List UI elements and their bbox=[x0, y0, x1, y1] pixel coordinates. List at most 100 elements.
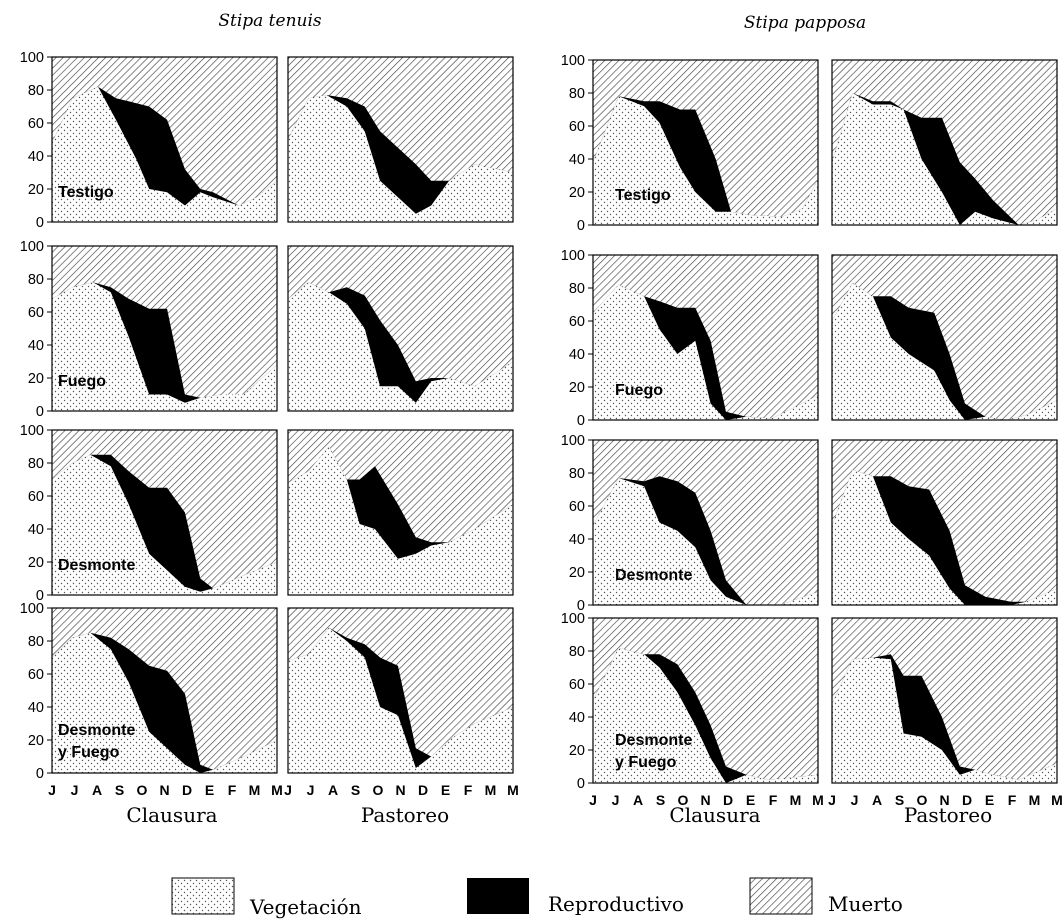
month-label: E bbox=[205, 782, 214, 798]
treatment-label: Testigo bbox=[58, 184, 114, 201]
panel-frame bbox=[831, 617, 1058, 784]
panel-frame bbox=[287, 245, 514, 412]
y-tick-label: 100 bbox=[20, 239, 44, 255]
month-label: J bbox=[307, 782, 315, 798]
panel-stipa-papposa-pastoreo-testigo bbox=[831, 59, 1058, 226]
panel-frame bbox=[51, 56, 278, 223]
y-tick-label: 60 bbox=[569, 677, 585, 693]
treatment-label: Desmonte bbox=[58, 722, 135, 739]
month-label: S bbox=[895, 792, 904, 808]
treatment-label: y Fuego bbox=[615, 754, 677, 771]
y-tick-label: 20 bbox=[569, 565, 585, 581]
y-tick-label: 0 bbox=[36, 215, 44, 231]
legend-label-muerto: Muerto bbox=[828, 892, 903, 916]
panel-frame bbox=[592, 254, 819, 421]
y-tick-label: 100 bbox=[20, 601, 44, 617]
column-label-pastoreo-left: Pastoreo bbox=[361, 803, 449, 827]
month-label: F bbox=[1008, 792, 1017, 808]
y-tick-label: 80 bbox=[569, 466, 585, 482]
area-vegetacion bbox=[593, 477, 818, 605]
month-label: N bbox=[159, 782, 169, 798]
panel-stipa-papposa-clausura-desmonte: 0 20 40 60 80 100 Desmonte bbox=[561, 433, 819, 614]
month-label: M bbox=[249, 782, 261, 798]
month-label: N bbox=[700, 792, 710, 808]
y-tick-label: 40 bbox=[569, 532, 585, 548]
month-label: S bbox=[115, 782, 124, 798]
species-title-left: Stipa tenuis bbox=[218, 11, 322, 31]
month-label: J bbox=[284, 782, 292, 798]
area-vegetacion bbox=[52, 86, 277, 222]
treatment-label: Fuego bbox=[615, 382, 663, 399]
month-label: D bbox=[723, 792, 733, 808]
month-label: A bbox=[328, 782, 338, 798]
y-tick-label: 80 bbox=[569, 281, 585, 297]
treatment-label: Desmonte bbox=[615, 567, 692, 584]
panel-frame bbox=[287, 56, 514, 223]
y-tick-label: 0 bbox=[577, 598, 585, 614]
month-label: O bbox=[678, 792, 689, 808]
y-tick-label: 40 bbox=[569, 710, 585, 726]
month-label: F bbox=[769, 792, 778, 808]
y-tick-label: 20 bbox=[28, 182, 44, 198]
month-label: F bbox=[228, 782, 237, 798]
panel-frame bbox=[287, 429, 514, 596]
column-label-clausura-left: Clausura bbox=[126, 803, 217, 827]
month-label: S bbox=[351, 782, 360, 798]
y-tick-label: 100 bbox=[561, 433, 585, 449]
month-label: D bbox=[962, 792, 972, 808]
legend-label-vegetacion: Vegetación bbox=[249, 895, 362, 919]
area-vegetacion bbox=[593, 96, 818, 225]
month-label: D bbox=[418, 782, 428, 798]
y-tick-label: 100 bbox=[561, 248, 585, 264]
y-tick-label: 20 bbox=[569, 743, 585, 759]
panel-stipa-tenuis-clausura-fuego: 0 20 40 60 80 100 Fuego bbox=[20, 239, 278, 420]
panel-stipa-tenuis-pastoreo-fuego bbox=[287, 245, 514, 412]
treatment-label: Fuego bbox=[58, 373, 106, 390]
y-tick-label: 0 bbox=[577, 413, 585, 429]
area-vegetacion bbox=[288, 627, 513, 773]
y-tick-label: 0 bbox=[577, 218, 585, 234]
month-label: A bbox=[872, 792, 882, 808]
y-tick-label: 100 bbox=[20, 50, 44, 66]
y-tick-label: 40 bbox=[28, 522, 44, 538]
month-label: M bbox=[1051, 792, 1063, 808]
area-vegetacion bbox=[288, 282, 513, 411]
area-vegetacion bbox=[288, 446, 513, 595]
month-label: A bbox=[633, 792, 643, 808]
month-label: S bbox=[656, 792, 665, 808]
panel-frame bbox=[831, 59, 1058, 226]
area-vegetacion bbox=[832, 657, 1057, 783]
y-tick-label: 80 bbox=[28, 272, 44, 288]
panel-stipa-tenuis-pastoreo-testigo bbox=[287, 56, 514, 223]
month-label: J bbox=[828, 792, 836, 808]
month-label: J bbox=[589, 792, 597, 808]
legend-swatch-vegetacion bbox=[171, 877, 235, 915]
month-label: O bbox=[373, 782, 384, 798]
panel-frame bbox=[592, 617, 819, 784]
y-tick-label: 0 bbox=[577, 776, 585, 792]
panel-stipa-papposa-pastoreo-desmonte bbox=[831, 439, 1058, 606]
month-label: J bbox=[851, 792, 859, 808]
y-tick-label: 0 bbox=[36, 766, 44, 782]
y-tick-label: 100 bbox=[561, 611, 585, 627]
y-tick-label: 60 bbox=[28, 667, 44, 683]
legend-swatch-reproductivo bbox=[467, 878, 529, 914]
month-label: O bbox=[137, 782, 148, 798]
y-tick-label: 60 bbox=[28, 305, 44, 321]
panel-grid: 0 20 40 60 80 100 Testigo 0 20 40 60 80 100 Testigo 0 2… bbox=[20, 50, 1063, 808]
area-vegetacion bbox=[52, 454, 277, 595]
y-tick-label: 20 bbox=[569, 380, 585, 396]
y-tick-label: 40 bbox=[569, 152, 585, 168]
treatment-label: Desmonte bbox=[58, 557, 135, 574]
month-label: O bbox=[917, 792, 928, 808]
y-tick-label: 80 bbox=[28, 456, 44, 472]
y-tick-label: 60 bbox=[569, 499, 585, 515]
month-label: E bbox=[746, 792, 755, 808]
y-tick-label: 0 bbox=[36, 588, 44, 604]
panel-stipa-tenuis-clausura-testigo: 0 20 40 60 80 100 Testigo bbox=[20, 50, 278, 231]
y-tick-label: 20 bbox=[28, 371, 44, 387]
panel-frame bbox=[831, 439, 1058, 606]
